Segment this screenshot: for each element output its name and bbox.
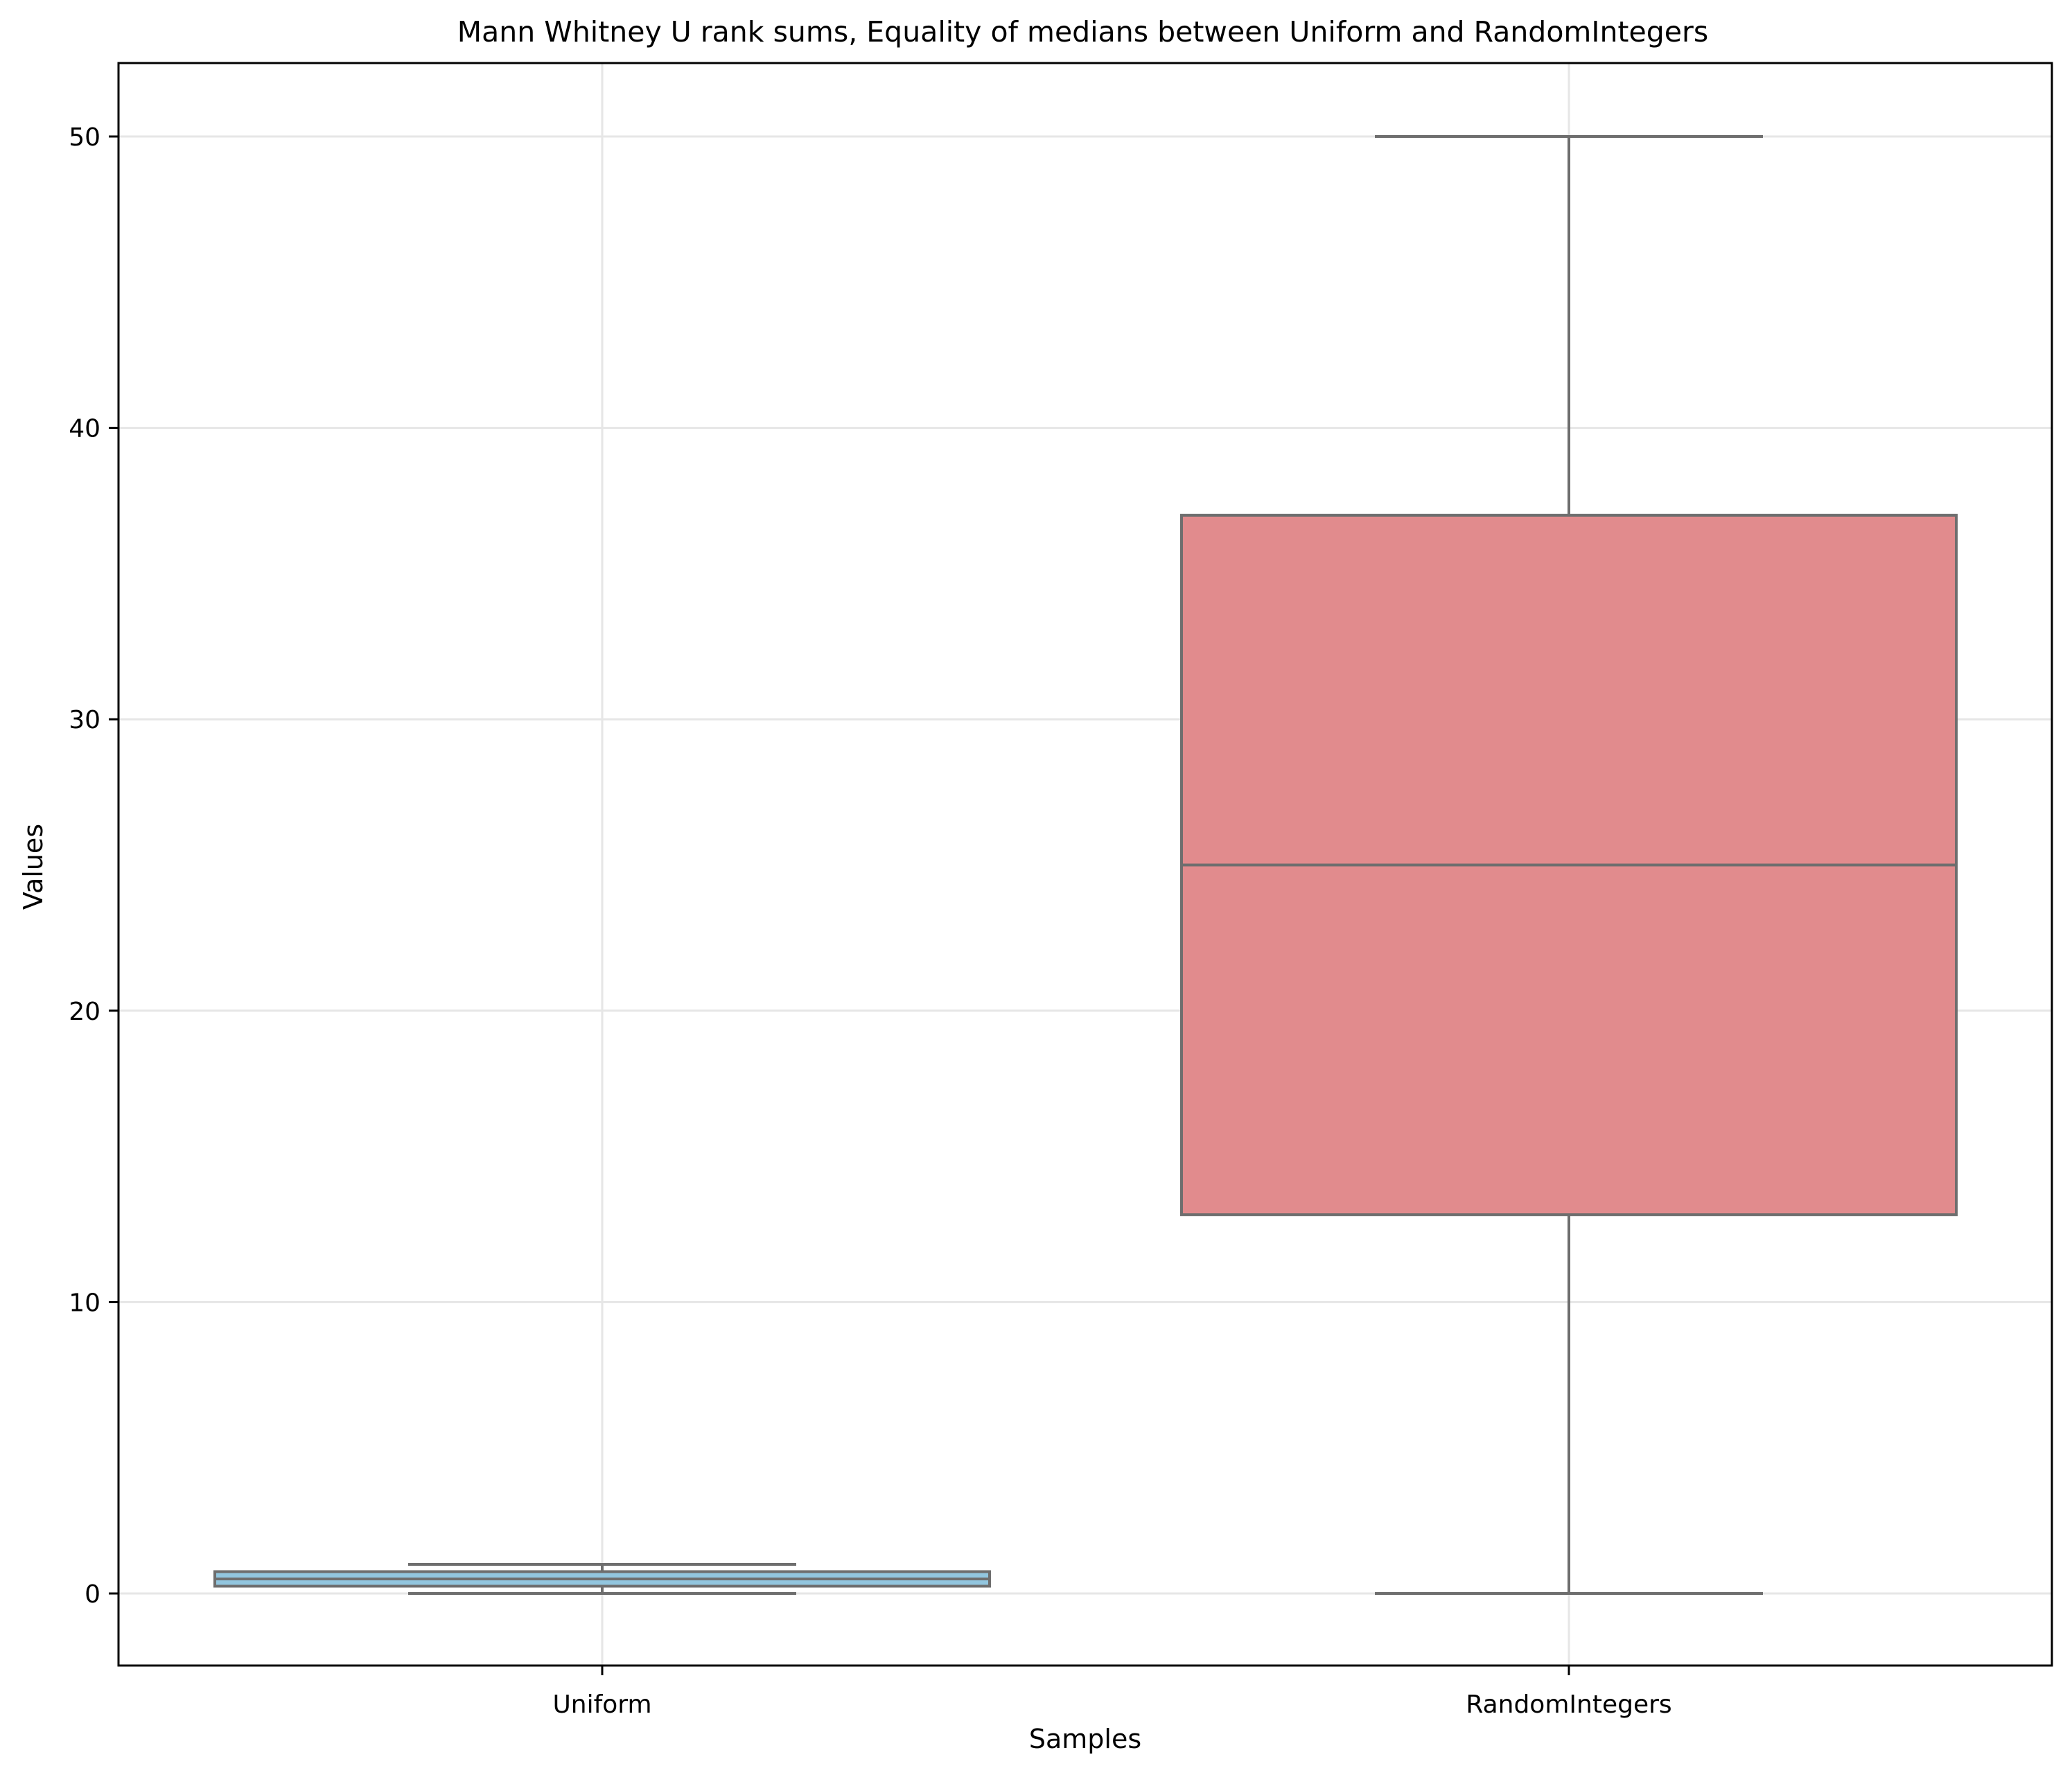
y-tick-label: 30 [69, 706, 100, 734]
x-tick-label: Uniform [552, 1690, 651, 1719]
y-tick-label: 40 [69, 415, 100, 443]
axes-frame [117, 62, 2053, 1667]
y-tick-label: 20 [69, 998, 100, 1026]
y-tick-label: 50 [69, 123, 100, 152]
chart-title: Mann Whitney U rank sums, Equality of me… [457, 15, 1709, 48]
y-tick-label: 0 [85, 1580, 100, 1609]
x-axis-label: Samples [1028, 1724, 1142, 1754]
x-tick-label: RandomIntegers [1466, 1690, 1671, 1719]
y-tick-label: 10 [69, 1289, 100, 1317]
